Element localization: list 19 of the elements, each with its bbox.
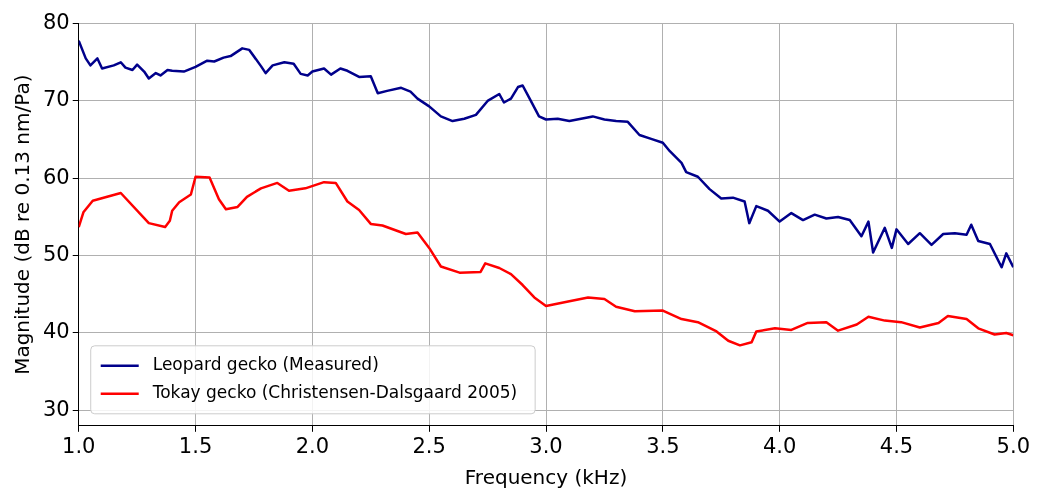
x-tick-label: 4.5 (879, 433, 914, 458)
y-tick-label: 50 (42, 242, 70, 267)
y-tick-label: 30 (42, 396, 70, 421)
x-tick-label: 1.5 (178, 433, 213, 458)
x-tick-label: 3.5 (646, 433, 680, 458)
x-tick-label: 2.5 (412, 433, 446, 458)
legend-label: Leopard gecko (Measured) (152, 354, 379, 375)
y-tick-label: 80 (42, 10, 70, 35)
legend-label: Tokay gecko (Christensen-Dalsgaard 2005) (151, 382, 518, 403)
x-tick-label: 1.0 (62, 433, 96, 458)
y-tick-label: 40 (42, 319, 70, 344)
y-tick-label: 70 (42, 87, 70, 112)
x-tick-label: 2.0 (295, 433, 330, 458)
x-axis-title: Frequency (kHz) (464, 465, 628, 490)
y-tick-label: 60 (42, 164, 70, 189)
y-axis-title: Magnitude (dB re 0.13 nm/Pa) (10, 74, 35, 375)
x-tick-label: 5.0 (996, 433, 1030, 458)
x-tick-label: 3.0 (529, 433, 563, 458)
x-tick-label: 4.0 (762, 433, 797, 458)
